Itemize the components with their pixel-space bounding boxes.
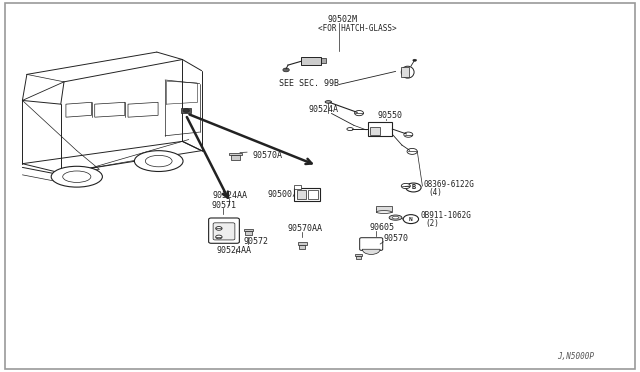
Text: 0B911-1062G: 0B911-1062G	[420, 211, 471, 220]
Text: 90524AA: 90524AA	[216, 246, 252, 255]
Circle shape	[283, 68, 289, 72]
Text: (4): (4)	[428, 187, 442, 196]
Text: 90500: 90500	[268, 190, 292, 199]
Bar	[245, 231, 252, 235]
FancyBboxPatch shape	[360, 238, 383, 250]
Ellipse shape	[347, 128, 353, 131]
Bar	[229, 153, 242, 155]
Wedge shape	[362, 249, 380, 254]
Text: 90571: 90571	[211, 201, 236, 209]
Bar	[298, 243, 307, 245]
Text: 90605: 90605	[370, 223, 395, 232]
Bar	[294, 185, 301, 189]
Bar	[297, 190, 306, 199]
Circle shape	[404, 132, 413, 137]
Bar	[376, 206, 392, 212]
Circle shape	[403, 215, 419, 224]
FancyBboxPatch shape	[213, 223, 235, 240]
Text: N: N	[409, 217, 413, 222]
Text: 90570A: 90570A	[253, 151, 283, 160]
Text: 90502M: 90502M	[328, 15, 358, 24]
Bar	[368, 122, 392, 136]
Text: <FOR HATCH-GLASS>: <FOR HATCH-GLASS>	[318, 24, 397, 33]
Bar	[294, 188, 320, 201]
Bar	[181, 108, 191, 113]
Bar	[308, 190, 318, 199]
FancyBboxPatch shape	[209, 218, 239, 243]
Bar	[321, 58, 326, 63]
Text: 90570AA: 90570AA	[288, 224, 323, 233]
Bar	[370, 127, 380, 135]
Ellipse shape	[325, 101, 332, 103]
Bar	[301, 57, 321, 65]
Text: SEE SEC. 99B: SEE SEC. 99B	[279, 78, 339, 87]
Ellipse shape	[392, 217, 399, 219]
Circle shape	[401, 183, 410, 189]
Circle shape	[355, 110, 364, 116]
Bar	[356, 256, 361, 259]
Ellipse shape	[376, 211, 392, 214]
Bar	[231, 155, 240, 160]
Ellipse shape	[401, 66, 414, 78]
Text: (2): (2)	[425, 219, 439, 228]
Bar	[244, 229, 253, 231]
Text: B: B	[412, 185, 415, 190]
Circle shape	[413, 59, 417, 61]
Circle shape	[216, 227, 222, 230]
Text: 90572: 90572	[243, 237, 268, 246]
Ellipse shape	[51, 166, 102, 187]
Text: 90570: 90570	[384, 234, 409, 243]
Bar	[401, 67, 409, 77]
Circle shape	[406, 183, 421, 192]
Ellipse shape	[376, 208, 392, 211]
Bar	[355, 254, 362, 256]
Text: J,N5000P: J,N5000P	[557, 352, 594, 361]
Text: 90524A: 90524A	[308, 105, 339, 114]
Text: 90524AA: 90524AA	[212, 191, 248, 200]
Ellipse shape	[134, 151, 183, 171]
Bar	[299, 245, 305, 249]
Circle shape	[216, 235, 222, 239]
Circle shape	[183, 109, 189, 112]
Text: 08369-6122G: 08369-6122G	[424, 180, 474, 189]
Text: 90550: 90550	[378, 111, 403, 120]
Ellipse shape	[389, 215, 402, 220]
Circle shape	[407, 148, 417, 154]
